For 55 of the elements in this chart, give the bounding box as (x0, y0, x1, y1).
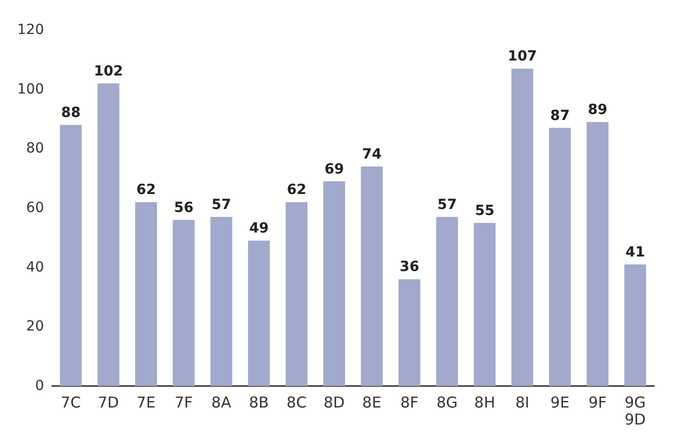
data-label: 89 (588, 102, 608, 118)
data-label: 57 (437, 196, 457, 213)
data-label: 62 (136, 182, 156, 198)
bar (624, 264, 646, 386)
bar (398, 279, 420, 386)
data-label: 102 (94, 63, 124, 80)
x-tick-label: 9E (550, 394, 570, 412)
x-tick-label: 9G 9D (624, 394, 646, 428)
bar (474, 222, 496, 386)
y-tick-label: 60 (26, 200, 44, 216)
y-tick-label: 40 (26, 259, 44, 276)
x-tick-label: 8H (474, 394, 496, 412)
data-label: 74 (362, 146, 382, 162)
data-label: 62 (286, 182, 306, 198)
bar (210, 216, 232, 386)
y-tick-label: 120 (17, 22, 44, 38)
x-tick-label: 8E (362, 394, 382, 412)
y-tick-label: 0 (35, 378, 44, 394)
x-tick-label: 8C (286, 394, 307, 412)
data-label: 69 (324, 161, 344, 178)
data-label: 36 (400, 259, 420, 276)
x-tick-label: 7E (136, 394, 156, 412)
data-label: 87 (550, 108, 570, 124)
x-tick-label: 8D (324, 394, 345, 412)
data-label: 57 (212, 196, 232, 213)
x-tick-label: 8G (436, 394, 458, 412)
data-label: 55 (474, 202, 494, 219)
x-tick-label: 7F (174, 394, 193, 412)
bar (172, 220, 195, 386)
y-tick-label: 80 (26, 140, 44, 157)
data-label: 49 (249, 220, 269, 237)
bar (511, 68, 534, 386)
x-tick-label: 8B (249, 394, 269, 412)
bar (549, 128, 571, 386)
data-label: 107 (508, 48, 537, 65)
x-tick-label: 8F (400, 394, 419, 412)
bar (98, 83, 120, 386)
bar (360, 166, 383, 386)
y-tick-label: 100 (17, 81, 44, 98)
x-tick-label: 7C (60, 394, 81, 412)
x-tick-label: 8A (211, 394, 232, 412)
x-tick-label: 7D (98, 394, 119, 412)
bar (286, 202, 308, 386)
bar (60, 124, 82, 386)
bar (436, 216, 458, 386)
data-label: 88 (61, 104, 81, 121)
data-label: 41 (625, 244, 645, 260)
x-tick-label: 9F (588, 394, 607, 412)
bar (248, 240, 270, 386)
x-tick-label: 8I (515, 394, 530, 412)
bar (586, 122, 608, 386)
bar (135, 202, 157, 386)
y-tick-label: 20 (26, 318, 44, 335)
data-label: 56 (174, 200, 194, 216)
bar (323, 181, 346, 386)
